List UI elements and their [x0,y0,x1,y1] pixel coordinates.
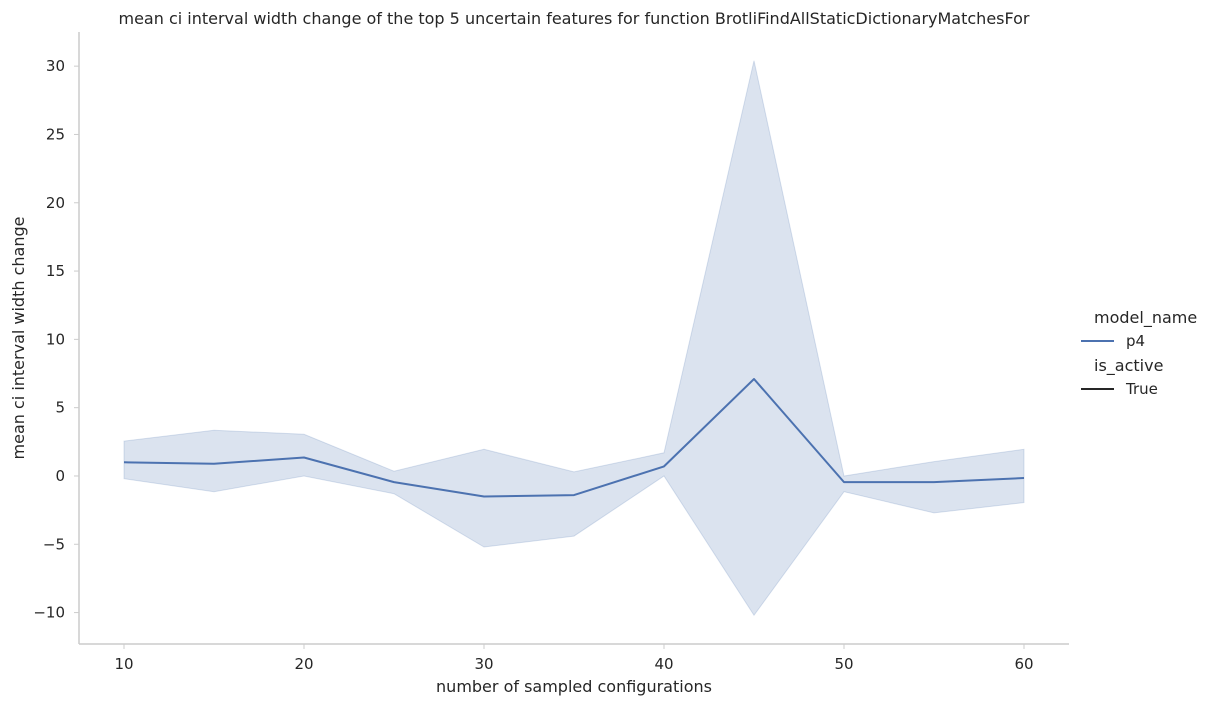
x-tick-label: 50 [834,655,853,673]
y-tick-label: −5 [43,535,65,553]
y-tick-label: 5 [55,399,65,417]
y-axis-label: mean ci interval width change [9,217,28,460]
x-tick-label: 40 [654,655,673,673]
x-axis-label: number of sampled configurations [436,677,712,696]
legend: model_name p4 is_active True [1081,308,1197,398]
y-tick-label: 25 [46,125,65,143]
y-tick-label: 15 [46,262,65,280]
legend-hue-title: model_name [1094,308,1197,328]
chart-title: mean ci interval width change of the top… [118,9,1029,28]
y-tick-label: 0 [55,467,65,485]
y-tick-label: 30 [46,57,65,75]
y-tick-label: −10 [33,604,65,622]
x-tick-label: 30 [474,655,493,673]
x-tick-label: 10 [114,655,133,673]
x-tick-labels: 10 20 30 40 50 60 [114,644,1034,673]
legend-style-title: is_active [1094,356,1163,376]
y-tick-labels: −10 −5 0 5 10 15 20 25 30 [33,57,79,622]
y-tick-label: 10 [46,330,65,348]
x-tick-label: 60 [1014,655,1033,673]
series-line-p4 [123,378,1025,498]
x-tick-label: 20 [294,655,313,673]
confidence-band [123,60,1025,617]
y-tick-label: 20 [46,194,65,212]
legend-label-true: True [1125,380,1158,398]
legend-label-p4: p4 [1126,332,1145,350]
